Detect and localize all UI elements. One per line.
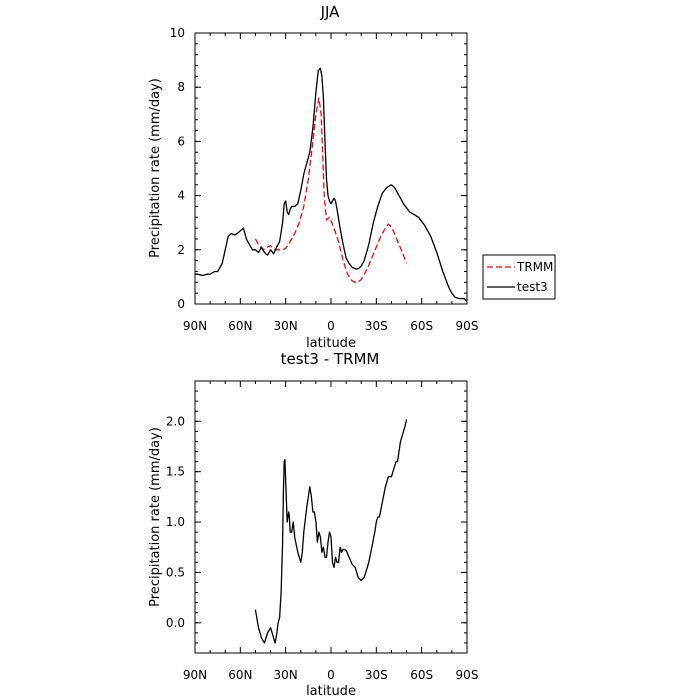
top-y-tick-label: 8 [177, 80, 185, 94]
top-plot-frame [194, 32, 468, 305]
bottom-x-axis-label: latitude [306, 684, 356, 699]
bottom-x-tick-label: 0 [327, 668, 335, 682]
bottom-y-axis-label: Precipitation rate (mm/day) [148, 427, 163, 607]
top-series-trmm-line [254, 97, 408, 284]
top-x-tick-label: 60N [228, 319, 252, 333]
bottom-x-tick-label: 30N [274, 668, 298, 682]
top-panel: JJA 90N 60N 30N 0 30S 60S 90S 0 2 4 6 8 10 latitude… [148, 3, 478, 351]
legend-trmm-label: TRMM [516, 260, 553, 274]
top-y-tick-label: 0 [177, 297, 185, 311]
top-x-tick-label: 0 [327, 319, 335, 333]
bottom-x-tick-label: 60S [410, 668, 433, 682]
bottom-y-tick-label: 0.5 [166, 565, 185, 579]
bottom-x-tick-label: 90N [183, 668, 207, 682]
top-x-tick-label: 60S [410, 319, 433, 333]
legend-test3-label: test3 [517, 280, 548, 294]
top-x-tick-label: 30N [274, 319, 298, 333]
top-x-tick-label: 30S [365, 319, 388, 333]
top-series-test3-line [195, 67, 468, 302]
bottom-y-tick-label: 1.5 [166, 465, 185, 479]
bottom-x-tick-label: 30S [365, 668, 388, 682]
bottom-y-tick-labels: 0.0 0.5 1.0 1.5 2.0 [166, 414, 185, 629]
bottom-series-lines [254, 419, 408, 644]
top-x-tick-label: 90N [183, 319, 207, 333]
top-y-tick-labels: 0 2 4 6 8 10 [170, 26, 185, 311]
bottom-y-tick-label: 1.0 [166, 515, 185, 529]
top-axis-ticks [194, 32, 468, 305]
bottom-axis-ticks [194, 380, 468, 654]
bottom-x-tick-label: 60N [228, 668, 252, 682]
top-y-tick-label: 10 [170, 26, 185, 40]
bottom-x-tick-labels: 90N 60N 30N 0 30S 60S 90S [183, 668, 479, 682]
legend-box [482, 254, 556, 300]
top-series-lines [195, 67, 468, 302]
bottom-plot-frame [194, 380, 468, 654]
legend: TRMM test3 [482, 254, 556, 300]
top-x-axis-label: latitude [306, 336, 356, 351]
top-y-tick-label: 6 [177, 134, 185, 148]
bottom-panel: test3 - TRMM 90N 60N 30N 0 30S 60S 90S 0.0 0.5 1… [148, 350, 478, 699]
top-x-tick-labels: 90N 60N 30N 0 30S 60S 90S [183, 319, 479, 333]
bottom-y-tick-label: 0.0 [166, 616, 185, 630]
bottom-series-difference-line [254, 419, 408, 644]
top-y-tick-label: 2 [177, 243, 185, 257]
bottom-y-tick-label: 2.0 [166, 414, 185, 428]
bottom-x-tick-label: 90S [456, 668, 479, 682]
bottom-chart-title: test3 - TRMM [281, 350, 380, 368]
top-chart-title: JJA [320, 3, 341, 21]
top-y-tick-label: 4 [177, 189, 185, 203]
top-y-axis-label: Precipitation rate (mm/day) [148, 78, 163, 258]
top-x-tick-label: 90S [456, 319, 479, 333]
